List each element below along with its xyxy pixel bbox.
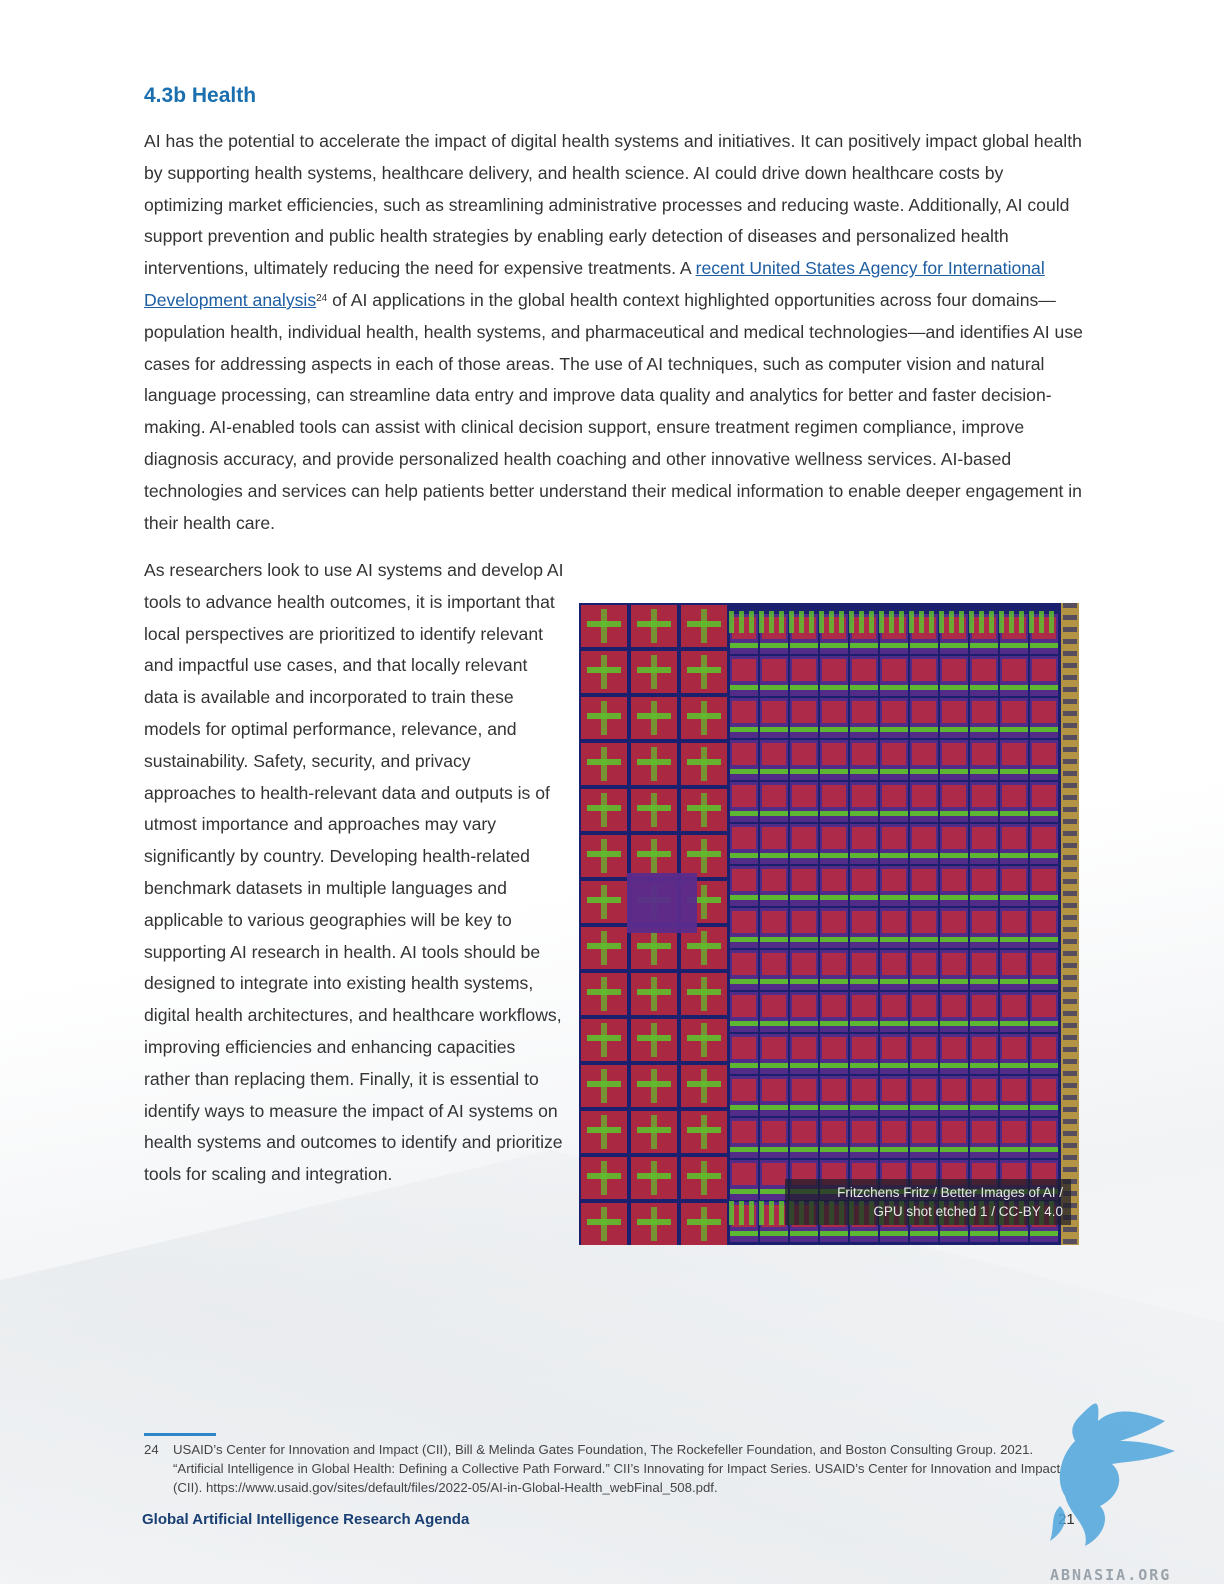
usaid-analysis-link[interactable]: recent United States Agency for Internat… bbox=[144, 258, 1045, 310]
footnote-number: 24 bbox=[144, 1442, 159, 1457]
caption-line-1: Fritzchens Fritz / Better Images of AI / bbox=[837, 1185, 1063, 1200]
body-paragraph-1: AI has the potential to accelerate the i… bbox=[144, 126, 1084, 539]
eagle-icon bbox=[1050, 1403, 1175, 1546]
gpu-die-image bbox=[579, 603, 1079, 1245]
paragraph-1-text-start: AI has the potential to accelerate the i… bbox=[144, 131, 1082, 279]
watermark-text: ABNASIA.ORG bbox=[1050, 1566, 1172, 1584]
body-paragraph-2: As researchers look to use AI systems an… bbox=[144, 560, 564, 1185]
footnote-ref: 24 bbox=[316, 292, 328, 304]
paragraph-1-text-end: of AI applications in the global health … bbox=[144, 289, 1083, 533]
footnote-text: USAID’s Center for Innovation and Impact… bbox=[173, 1442, 1061, 1495]
footnote-rule bbox=[144, 1433, 216, 1436]
footnote: 24 USAID’s Center for Innovation and Imp… bbox=[144, 1440, 1064, 1497]
caption-line-2: GPU shot etched 1 / CC-BY 4.0 bbox=[873, 1204, 1063, 1219]
footer-title: Global Artificial Intelligence Research … bbox=[142, 1511, 470, 1528]
photo-caption: Fritzchens Fritz / Better Images of AI /… bbox=[785, 1179, 1071, 1225]
gpu-die-photo: Fritzchens Fritz / Better Images of AI /… bbox=[579, 603, 1079, 1245]
section-heading: 4.3b Health bbox=[144, 84, 257, 107]
